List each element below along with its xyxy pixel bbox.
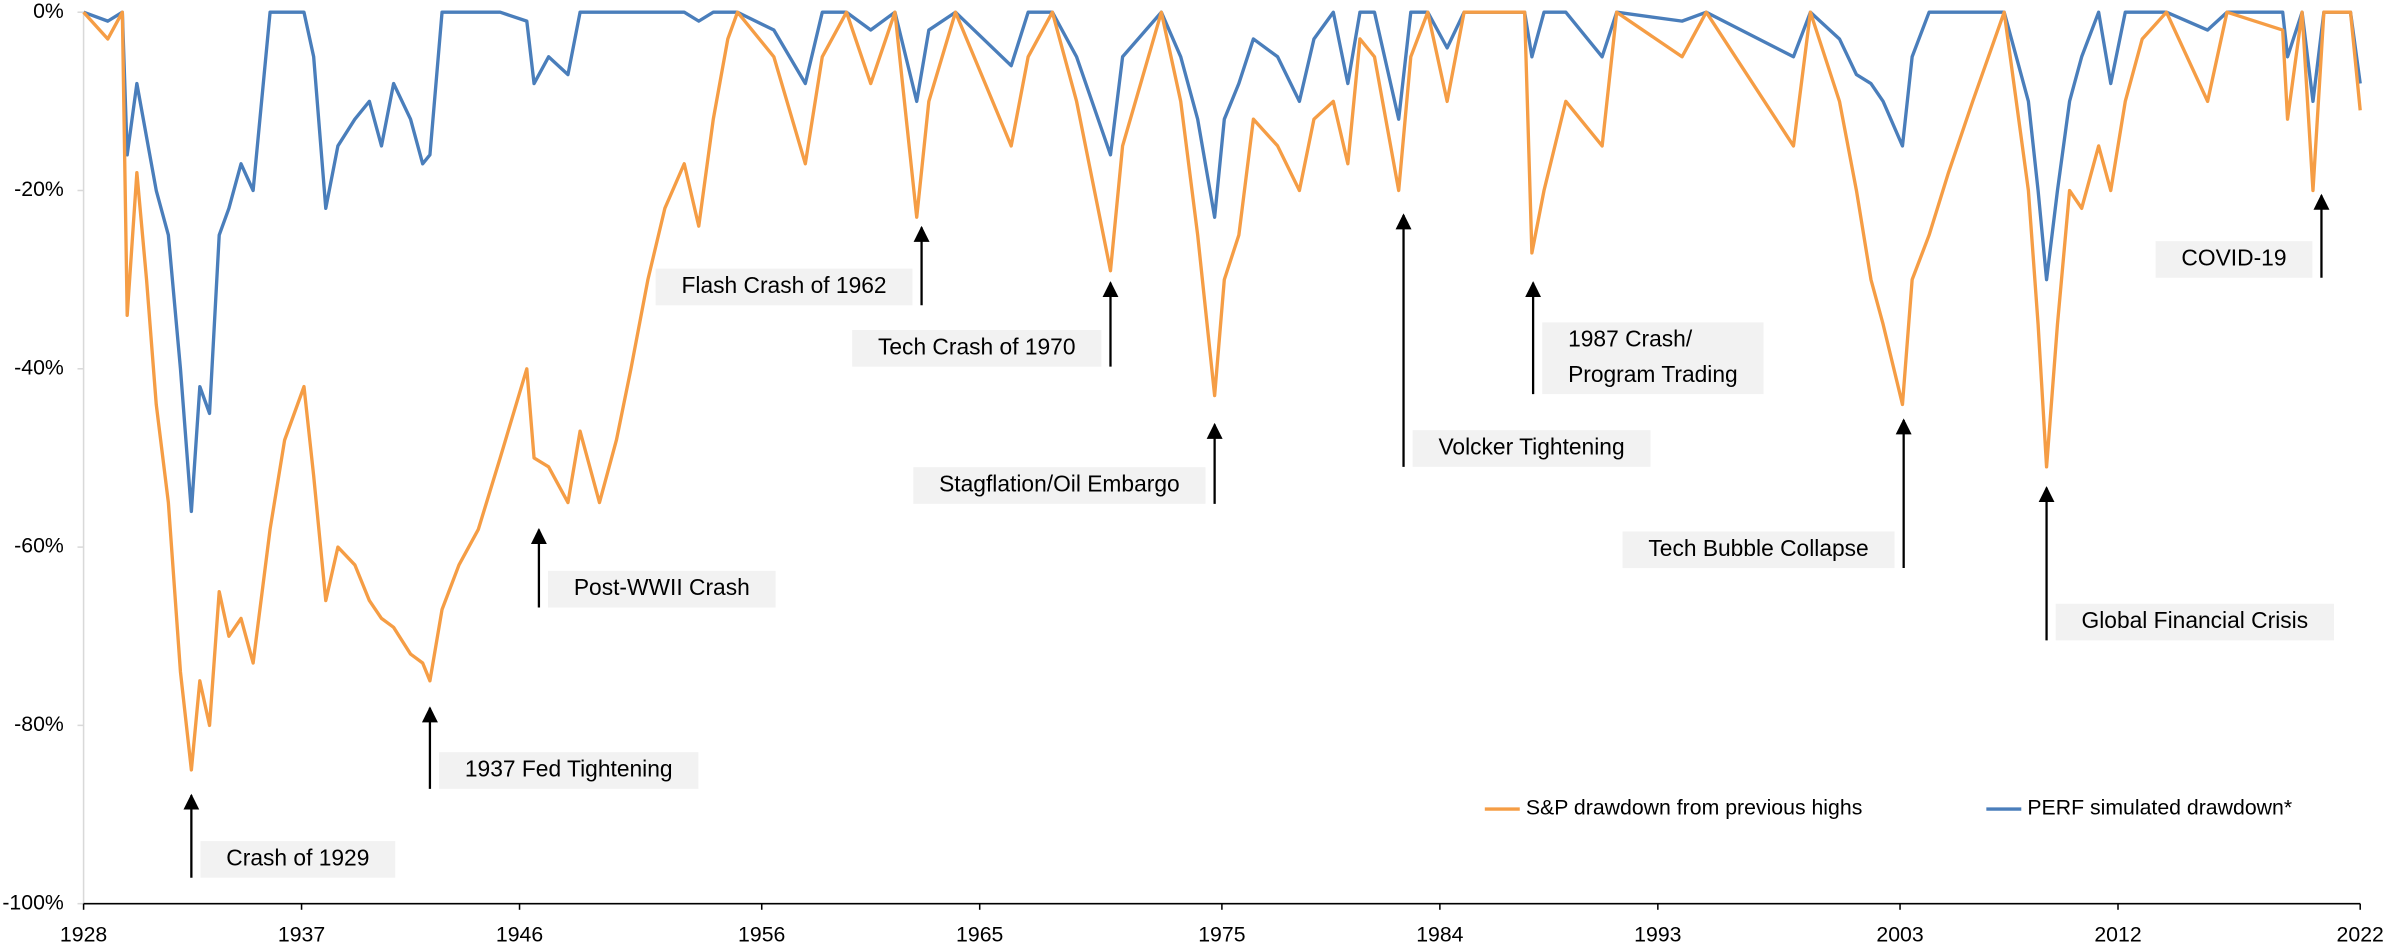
annotation-label: Post-WWII Crash	[574, 574, 750, 600]
legend-label: S&P drawdown from previous highs	[1526, 796, 1862, 820]
annotation-box	[2155, 241, 2313, 278]
y-tick-label: 0%	[33, 0, 64, 23]
x-tick-label: 1946	[496, 922, 543, 946]
series-line	[83, 10, 2362, 514]
x-tick-label: 1956	[738, 922, 785, 946]
annotation-box	[1542, 322, 1764, 395]
annotation-box	[2055, 603, 2334, 641]
annotation-box	[200, 841, 396, 878]
annotation-label: Stagflation/Oil Embargo	[939, 471, 1180, 497]
y-tick-label: -40%	[14, 355, 64, 379]
x-tick-label: 1965	[956, 922, 1003, 946]
annotation-label: Tech Crash of 1970	[878, 333, 1076, 359]
annotation-label: Tech Bubble Collapse	[1648, 535, 1868, 561]
y-tick-label: -80%	[14, 712, 64, 736]
annotation-label: Program Trading	[1568, 361, 1738, 387]
y-tick-label: -100%	[2, 890, 64, 914]
annotation: Tech Crash of 1970	[852, 330, 1102, 367]
x-tick-label: 1984	[1416, 922, 1463, 946]
annotation-box	[439, 752, 699, 789]
annotation-label: 1987 Crash/	[1568, 326, 1693, 352]
annotation-box	[1412, 430, 1651, 467]
annotation-label: Crash of 1929	[226, 844, 369, 870]
x-tick-label: 1993	[1634, 922, 1681, 946]
legend-label: PERF simulated drawdown*	[2027, 796, 2292, 820]
x-tick-label: 1975	[1198, 922, 1245, 946]
annotation: Global Financial Crisis	[2055, 603, 2334, 641]
annotation: Crash of 1929	[200, 841, 396, 878]
annotation-label: 1937 Fed Tightening	[465, 756, 673, 782]
annotation-label: COVID-19	[2181, 244, 2286, 270]
annotation: Stagflation/Oil Embargo	[913, 467, 1206, 504]
annotation: Volcker Tightening	[1412, 430, 1651, 467]
x-tick-label: 2003	[1876, 922, 1923, 946]
annotation: 1987 Crash/Program Trading	[1542, 322, 1764, 395]
annotation-box	[655, 268, 913, 306]
x-tick-label: 2022	[2337, 922, 2383, 946]
annotation: 1937 Fed Tightening	[439, 752, 699, 789]
annotation: Tech Bubble Collapse	[1622, 531, 1895, 569]
annotation-box	[852, 330, 1102, 367]
annotation-label: Flash Crash of 1962	[681, 272, 886, 298]
annotation: Post-WWII Crash	[548, 570, 776, 608]
annotation-label: Global Financial Crisis	[2082, 607, 2309, 633]
x-tick-label: 1928	[60, 922, 107, 946]
series-line	[82, 10, 2362, 772]
annotation-box	[1622, 531, 1895, 569]
annotation: Flash Crash of 1962	[655, 268, 913, 306]
x-tick-label: 1937	[278, 922, 325, 946]
annotation: COVID-19	[2155, 241, 2313, 278]
annotation-label: Volcker Tightening	[1438, 434, 1624, 460]
y-tick-label: -20%	[14, 177, 64, 201]
annotation-box	[913, 467, 1206, 504]
y-tick-label: -60%	[14, 534, 64, 558]
annotation-box	[548, 570, 776, 608]
x-tick-label: 2012	[2094, 922, 2141, 946]
